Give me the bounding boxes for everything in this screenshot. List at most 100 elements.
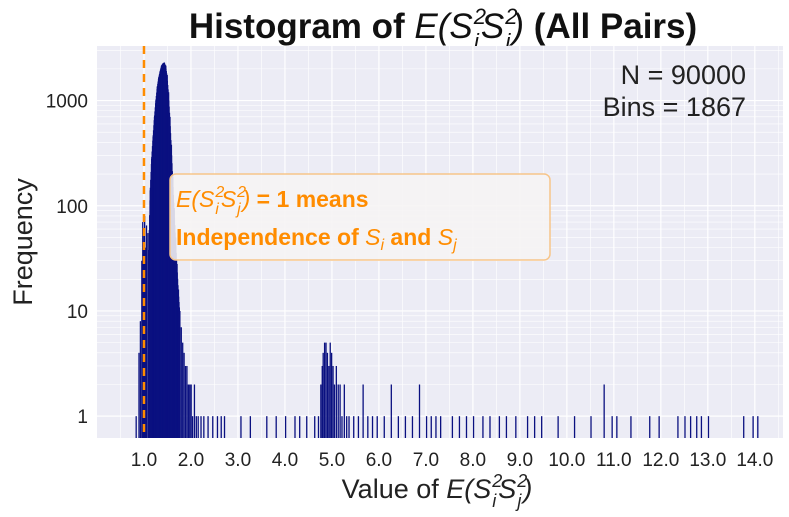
histogram-bar	[603, 384, 605, 438]
x-tick-label: 11.0	[596, 450, 632, 471]
histogram-bar	[138, 352, 140, 438]
histogram-bar	[294, 416, 296, 438]
histogram-bar	[266, 416, 268, 438]
histogram-bar	[200, 416, 202, 438]
histogram-bar	[284, 416, 287, 438]
histogram-bar	[203, 416, 205, 438]
histogram-bar	[275, 416, 277, 438]
histogram-bar	[147, 233, 149, 438]
histogram-bar	[151, 158, 153, 438]
annot2-prefix: Independence of	[176, 224, 365, 250]
xlabel-expr-s2: S	[498, 474, 516, 504]
histogram-bar	[323, 342, 326, 438]
histogram-bar	[197, 416, 199, 438]
histogram-bar	[649, 416, 651, 438]
y-tick-labels: 1 10 100 1000	[46, 92, 88, 429]
x-tick-label: 13.0	[689, 450, 726, 471]
annot2-sub2: j	[451, 237, 457, 254]
xlabel-prefix: Value of	[342, 474, 447, 504]
histogram-bar	[346, 416, 348, 438]
annot2-sub1: i	[380, 237, 384, 254]
histogram-bar	[425, 416, 428, 438]
histogram-bar	[149, 190, 151, 438]
histogram-bar	[174, 237, 177, 438]
histogram-bar	[220, 416, 222, 438]
histogram-bar	[156, 86, 158, 438]
histogram-bar	[333, 384, 336, 438]
annot2-s2: S	[438, 224, 454, 250]
histogram-bar	[343, 384, 345, 438]
histogram-bar	[440, 416, 442, 438]
histogram-bar	[611, 416, 613, 438]
histogram-bar	[182, 342, 184, 438]
x-tick-label: 1.0	[131, 450, 157, 471]
histogram-bar	[337, 384, 339, 438]
histogram-bar	[397, 416, 400, 438]
annot1-expr-sub2: j	[235, 201, 241, 218]
histogram-bar	[299, 416, 301, 438]
xlabel-expr-sup1: 2	[491, 471, 502, 491]
annotation-box: E(S2 iS2 j) = 1 means Independence of Si a…	[169, 173, 551, 261]
histogram-bar	[684, 416, 686, 438]
histogram-bar	[590, 416, 592, 438]
histogram-bar	[689, 416, 692, 438]
histogram-bar	[376, 416, 378, 438]
histogram-bar	[223, 416, 226, 438]
histogram-bar	[498, 416, 501, 438]
histogram-bar	[165, 65, 167, 438]
histogram-bar	[314, 416, 316, 438]
histogram-bar	[458, 416, 461, 438]
annot1-suffix: = 1 means	[250, 186, 368, 212]
title-expr-sup1: 2	[473, 4, 486, 29]
x-tick-label: 14.0	[736, 450, 773, 471]
histogram-bar	[404, 416, 407, 438]
histogram-bar	[306, 416, 308, 438]
histogram-bar	[533, 416, 536, 438]
histogram-bar	[329, 342, 331, 438]
histogram-bar	[573, 416, 576, 438]
x-tick-label: 4.0	[272, 450, 298, 471]
x-tick-label: 7.0	[413, 450, 439, 471]
histogram-bar	[757, 416, 759, 438]
histogram-bar	[696, 416, 698, 438]
y-tick-label: 1	[77, 407, 88, 428]
histogram-bar	[163, 62, 166, 438]
x-tick-label: 2.0	[178, 450, 204, 471]
histogram-bar	[180, 327, 182, 438]
histogram-bar	[435, 416, 437, 438]
x-tick-labels: 1.0 2.0 3.0 4.0 5.0 6.0 7.0 8.0 9.0 10.0 11.0 12.0 1…	[131, 450, 774, 471]
x-tick-label: 5.0	[319, 450, 345, 471]
title-expr-s1: S	[449, 7, 472, 46]
x-tick-label: 9.0	[507, 450, 533, 471]
histogram-bar	[472, 416, 475, 438]
xlabel-expr-sub1: i	[492, 491, 497, 511]
histogram-bar	[326, 352, 329, 438]
histogram-bar	[752, 416, 754, 438]
annot1-expr-sup2: 2	[236, 184, 246, 201]
histogram-bar	[145, 225, 148, 438]
histogram-bar	[357, 416, 360, 438]
histogram-bar	[362, 384, 364, 438]
histogram-bar	[159, 71, 161, 438]
annot1-expr-sup1: 2	[214, 184, 224, 201]
histogram-bar	[328, 365, 330, 438]
y-tick-label: 100	[56, 197, 88, 218]
histogram-bar	[160, 65, 163, 438]
histogram-bar	[332, 365, 334, 438]
histogram-bar	[411, 416, 414, 438]
histogram-bar	[172, 176, 174, 438]
histogram-bar	[616, 416, 618, 438]
histogram-bar	[148, 249, 150, 438]
histogram-bar	[173, 208, 175, 438]
xlabel-expr-close: )	[520, 474, 532, 504]
histogram-bar	[191, 416, 194, 438]
x-tick-label: 12.0	[642, 450, 679, 471]
x-tick-label: 6.0	[366, 450, 392, 471]
annot1-expr-s2: S	[221, 186, 237, 212]
chart-title: Histogram of E(S2 iS2 j) (All Pairs)	[189, 4, 697, 54]
histogram-bar	[183, 352, 185, 438]
histogram-bar	[317, 416, 320, 438]
histogram-bars	[135, 62, 759, 438]
histogram-bar	[189, 384, 191, 438]
